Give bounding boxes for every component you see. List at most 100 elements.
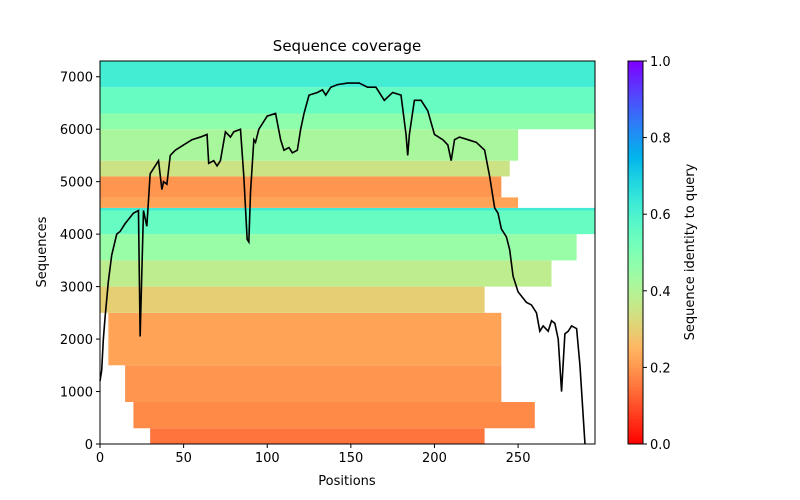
colorbar-segment [628,198,643,202]
colorbar-segment [628,402,643,407]
colorbar-segment [628,156,643,161]
x-tick-label: 100 [255,451,280,466]
colorbar-segment [628,329,643,333]
msa-block [100,176,502,198]
msa-block [108,312,502,366]
colorbar-segment [628,396,643,400]
colorbar-segment [628,338,643,343]
colorbar-segment [628,313,643,317]
colorbar-segment [628,431,643,435]
colorbar-segment [628,239,643,244]
colorbar-segment [628,322,643,327]
colorbar-segment [628,70,643,75]
msa-block [150,428,485,444]
colorbar-segment [628,386,643,391]
colorbar-segment [628,67,643,72]
colorbar-segment [628,128,643,132]
x-tick-label: 200 [422,451,447,466]
colorbar-segment [628,370,643,375]
colorbar-segment [628,182,643,186]
msa-block [100,234,577,261]
colorbar-segment [628,265,643,269]
colorbar-segment [628,246,643,250]
colorbar-segment [628,214,643,218]
msa-block [100,160,510,177]
colorbar-segment [628,249,643,253]
colorbar-segment [628,242,643,247]
colorbar-segment [628,316,643,321]
colorbar-segment [628,143,643,148]
colorbar-segment [628,89,643,94]
colorbar-segment [628,258,643,263]
colorbar-segment [628,86,643,91]
colorbar-segment [628,399,643,404]
x-tick-label: 50 [175,451,192,466]
colorbar-segment [628,335,643,340]
colorbar-segment [628,437,643,442]
colorbar-segment [628,255,643,260]
colorbar-segment [628,345,643,349]
colorbar-segment [628,364,643,368]
colorbar-segment [628,207,643,212]
colorbar-segment [628,271,643,276]
colorbar-segment [628,440,643,445]
colorbar-segment [628,373,643,378]
colorbar-segment [628,341,643,346]
colorbar-segment [628,159,643,164]
chart-title: Sequence coverage [273,37,421,55]
colorbar-segment [628,153,643,158]
colorbar-segment [628,140,643,145]
msa-block [125,365,502,403]
colorbar-segment [628,172,643,177]
colorbar-segment [628,300,643,305]
colorbar-segment [628,230,643,234]
colorbar-segment [628,303,643,308]
colorbar-segment [628,102,643,107]
colorbar-segment [628,376,643,381]
colorbar-segment [628,405,643,410]
y-tick-label: 2000 [60,333,93,348]
colorbar-segment [628,175,643,180]
msa-block [100,286,485,313]
x-axis-label: Positions [318,474,376,489]
colorbar-segment [628,134,643,139]
colorbar-segment [628,236,643,241]
y-tick-label: 4000 [60,228,93,243]
colorbar-segment [628,204,643,209]
colorbar-segment [628,434,643,439]
y-tick-label: 7000 [60,71,93,86]
y-tick-label: 0 [85,438,93,453]
colorbar-tick-label: 0.0 [650,438,671,453]
colorbar-segment [628,262,643,266]
colorbar-segment [628,191,643,196]
colorbar-segment [628,108,643,113]
colorbar-tick-label: 0.6 [650,208,671,223]
colorbar-segment [628,223,643,228]
colorbar-segment [628,115,643,119]
colorbar-segment [628,121,643,126]
colorbar-segment [628,367,643,372]
colorbar-segment [628,332,643,336]
msa-block [100,129,519,161]
colorbar-segment [628,112,643,116]
colorbar-segment [628,389,643,394]
colorbar-segment [628,293,643,298]
colorbar-segment [628,297,643,301]
msa-block [133,402,535,429]
colorbar-segment [628,274,643,279]
colorbar-segment [628,201,643,206]
x-tick-label: 150 [338,451,363,466]
colorbar-segment [628,131,643,135]
colorbar-segment [628,80,643,84]
msa-block [100,87,595,114]
y-tick-label: 1000 [60,386,93,401]
colorbar-segment [628,278,643,282]
colorbar-segment [628,150,643,155]
colorbar-frame [627,60,644,445]
colorbar-segment [628,61,643,65]
colorbar-segment [628,408,643,413]
colorbar-segment [628,166,643,171]
colorbar-segment [628,179,643,183]
msa-block [100,197,519,208]
